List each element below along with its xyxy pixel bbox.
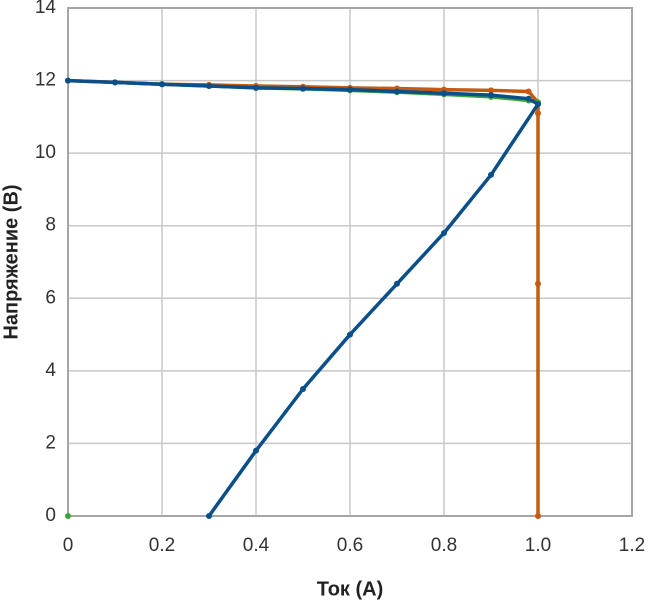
y-tick-label: 10	[35, 142, 56, 163]
data-point	[441, 90, 447, 97]
y-tick-label: 4	[45, 360, 56, 381]
data-point	[394, 280, 400, 287]
data-point	[535, 101, 541, 108]
x-tick-label: 1.2	[619, 535, 645, 556]
x-tick-label: 0.6	[337, 535, 363, 556]
data-point	[112, 79, 118, 86]
y-axis-label: Напряжение (В)	[0, 184, 22, 339]
data-point	[394, 88, 400, 95]
data-point	[206, 83, 212, 90]
x-axis-label: Ток (А)	[317, 578, 384, 600]
data-point	[488, 87, 494, 94]
x-tick-label: 0.8	[431, 535, 457, 556]
x-tick-label: 0.2	[149, 535, 175, 556]
y-tick-label: 12	[35, 70, 56, 91]
data-point	[441, 229, 447, 236]
data-point	[525, 95, 532, 102]
data-point	[535, 280, 541, 287]
data-point	[253, 447, 259, 454]
data-point	[488, 92, 494, 99]
data-point	[535, 513, 541, 519]
x-tick-label: 1.0	[525, 535, 551, 556]
x-tick-label: 0.4	[243, 535, 270, 556]
data-point	[488, 171, 494, 178]
data-point	[535, 110, 541, 117]
data-point	[300, 85, 306, 92]
y-tick-label: 8	[45, 215, 56, 236]
data-point	[347, 331, 353, 338]
y-tick-label: 14	[35, 0, 57, 18]
data-point	[525, 88, 532, 95]
plot-border	[67, 7, 633, 517]
data-point	[206, 513, 212, 519]
data-point	[159, 81, 165, 88]
data-point	[253, 84, 259, 91]
data-point	[300, 386, 306, 392]
y-tick-label: 0	[45, 505, 56, 526]
data-point	[347, 86, 353, 93]
x-tick-label: 0	[63, 535, 74, 556]
data-point	[65, 77, 71, 84]
data-point	[65, 513, 71, 519]
y-tick-label: 2	[45, 432, 56, 453]
y-tick-label: 6	[45, 287, 56, 308]
